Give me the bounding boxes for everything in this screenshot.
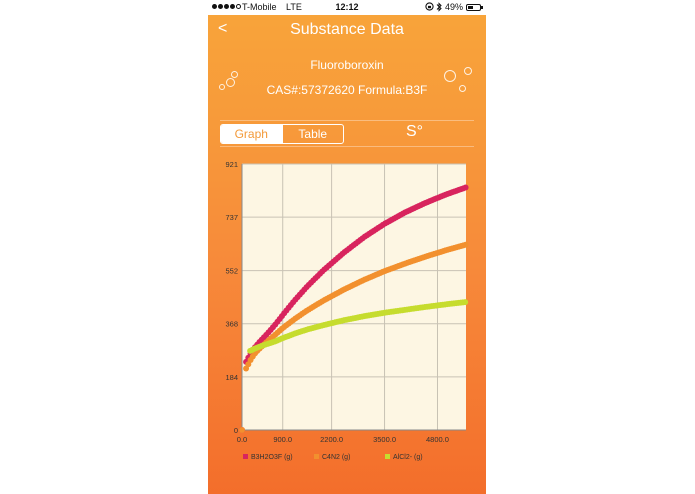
orientation-lock-icon: [425, 2, 434, 13]
legend-swatch: [243, 454, 248, 459]
y-tick-label: 368: [225, 320, 238, 329]
bubble-decoration: [226, 78, 235, 87]
legend-swatch: [385, 454, 390, 459]
y-tick-label: 0: [234, 426, 238, 435]
y-tick-label: 552: [225, 267, 238, 276]
back-button[interactable]: <: [218, 20, 228, 37]
data-point: [462, 184, 469, 191]
view-segmented-control: Graph Table: [220, 124, 344, 144]
divider: [220, 146, 474, 147]
tab-table[interactable]: Table: [281, 125, 344, 143]
legend-label: B3H2O3F (g): [251, 454, 293, 461]
bubble-decoration: [464, 67, 472, 75]
status-time: 12:12: [335, 2, 359, 12]
battery-percent: 49%: [445, 2, 464, 12]
phone-screen: T-Mobile LTE 12:12 49% < Substance Data …: [208, 0, 486, 494]
data-point-origin: [239, 427, 245, 433]
legend-swatch: [314, 454, 319, 459]
entropy-chart: 0 184 368 552 737 921 0.0 900.0 2200.0 3500.0 4800…: [225, 160, 469, 461]
bubble-decoration: [444, 70, 456, 82]
carrier-name: T-Mobile: [242, 2, 277, 12]
x-tick-label: 900.0: [273, 435, 292, 444]
nav-title: Substance Data: [290, 21, 404, 38]
property-symbol[interactable]: S°: [406, 123, 424, 140]
bubble-decoration: [219, 84, 225, 90]
divider: [220, 120, 474, 121]
data-point: [462, 299, 469, 306]
navigation-bar: < Substance Data: [208, 15, 486, 46]
legend-label: C4N2 (g): [322, 454, 350, 461]
plot-area: [242, 164, 466, 430]
substance-cas-formula: CAS#:57372620 Formula:B3F: [266, 83, 428, 97]
battery-icon: [466, 4, 483, 11]
tab-graph[interactable]: Graph: [221, 125, 282, 143]
bluetooth-icon: [436, 2, 442, 14]
x-tick-label: 0.0: [237, 435, 247, 444]
y-tick-label: 184: [225, 373, 238, 382]
y-tick-label: 737: [225, 213, 238, 222]
data-point: [462, 241, 469, 248]
x-tick-label: 3500.0: [373, 435, 396, 444]
x-tick-label: 4800.0: [426, 435, 449, 444]
legend-label: AlCl2- (g): [393, 454, 423, 461]
y-tick-label: 921: [225, 160, 238, 169]
status-bar: T-Mobile LTE 12:12 49%: [208, 0, 486, 15]
x-tick-label: 2200.0: [320, 435, 343, 444]
bubble-decoration: [459, 85, 466, 92]
network-type: LTE: [286, 2, 302, 12]
substance-name: Fluoroboroxin: [310, 58, 384, 72]
signal-strength-icon: [212, 4, 241, 9]
bubble-decoration: [231, 71, 238, 78]
